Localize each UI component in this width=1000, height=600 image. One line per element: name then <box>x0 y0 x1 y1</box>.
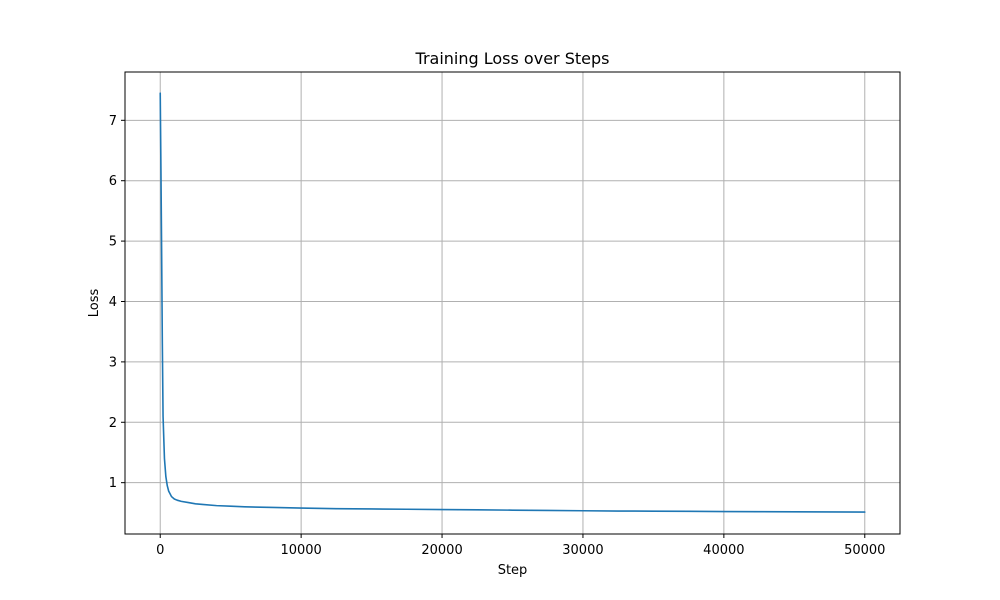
y-tick-label: 3 <box>109 355 117 370</box>
x-tick-label: 40000 <box>703 543 744 558</box>
axes-frame <box>124 71 901 535</box>
y-tick-label: 7 <box>109 114 117 129</box>
y-tick-label: 5 <box>109 235 117 250</box>
series-layer <box>159 92 866 513</box>
y-tick-label: 1 <box>109 476 117 491</box>
y-tick-label: 2 <box>109 416 117 431</box>
x-tick-label: 0 <box>156 543 164 558</box>
x-tick-label: 20000 <box>421 543 462 558</box>
x-tick-label: 30000 <box>562 543 603 558</box>
loss-series-line <box>159 92 866 513</box>
y-tick-label: 6 <box>109 174 117 189</box>
grid <box>125 72 900 534</box>
x-tick-label: 50000 <box>844 543 885 558</box>
x-tick-label: 10000 <box>280 543 321 558</box>
y-tick-label: 4 <box>109 295 117 310</box>
chart-title: Training Loss over Steps <box>415 49 610 68</box>
y-axis-label: Loss <box>87 289 102 318</box>
x-axis-label: Step <box>498 563 528 578</box>
ticks: 0 10000 20000 30000 40000 50000 1 2 3 4 5 6 7 <box>109 114 886 558</box>
